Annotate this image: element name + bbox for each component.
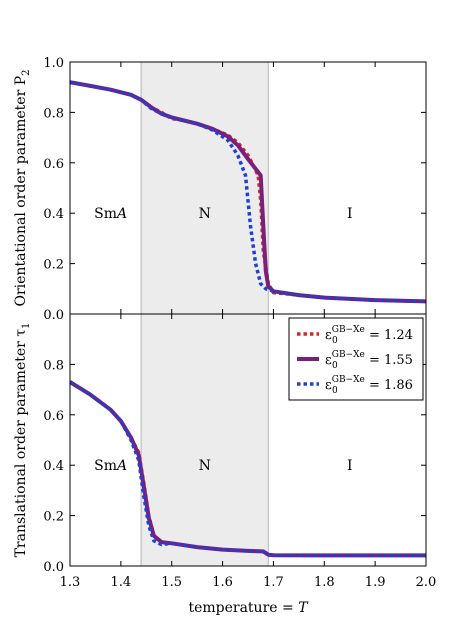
x-tick-label: 1.6 (212, 575, 233, 590)
series-line-3 (70, 380, 426, 558)
phase-label: N (199, 458, 211, 474)
series-group (70, 80, 426, 304)
legend-label: εGB−Xe = 1.24 (325, 325, 413, 343)
legend-subscript: 0 (332, 361, 338, 371)
series-group (70, 380, 426, 558)
x-tick-label: 1.3 (60, 575, 81, 590)
x-tick-label: 2.0 (416, 575, 437, 590)
y-tick-label: 0.6 (43, 409, 64, 424)
phase-label: SmA (94, 458, 127, 474)
legend-label: εGB−Xe = 1.86 (325, 375, 413, 393)
phase-label: N (199, 206, 211, 222)
nematic-region-shade (141, 62, 269, 314)
y-tick-label: 0.4 (43, 459, 64, 474)
x-tick-label: 1.4 (111, 575, 132, 590)
x-tick-label: 1.8 (314, 575, 335, 590)
phase-label: I (347, 458, 353, 474)
panel-bottom: SmA N I 1.3 1.4 1.5 1.6 1.7 1.8 1.9 2.0 0.0 0.2 0.4 0.… (13, 313, 437, 616)
plot-frame (69, 313, 427, 567)
series-line-2 (70, 80, 426, 304)
y-tick-label: 1.0 (43, 56, 64, 71)
y-tick-label: 0.4 (43, 207, 64, 222)
y-axis-label: Orientational order parameter P2 (13, 69, 32, 306)
y-tick-label: 0.2 (43, 510, 64, 525)
nematic-region-shade (141, 314, 269, 566)
y-tick-label: 0.0 (43, 560, 64, 575)
phase-label: I (347, 206, 353, 222)
y-tick-label: 0.2 (43, 258, 64, 273)
legend-subscript: 0 (332, 386, 338, 396)
legend-label: εGB−Xe = 1.55 (325, 350, 413, 368)
x-tick-label: 1.7 (263, 575, 284, 590)
y-tick-label: 0.8 (43, 358, 64, 373)
legend-subscript: 0 (332, 336, 338, 346)
y-axis-label: Translational order parameter τ1 (13, 323, 32, 558)
x-tick-label: 1.9 (365, 575, 386, 590)
x-axis-label: temperature = T (188, 600, 309, 616)
panel-top: SmA N I 0.0 0.2 0.4 0.6 0.8 1.0 Orientational ord… (13, 56, 427, 323)
x-tick-label: 1.5 (161, 575, 182, 590)
y-tick-label: 0.8 (43, 106, 64, 121)
phase-label: SmA (94, 206, 127, 222)
series-line-3 (70, 80, 426, 304)
y-tick-label: 0.0 (43, 308, 64, 323)
y-tick-label: 0.6 (43, 157, 64, 172)
